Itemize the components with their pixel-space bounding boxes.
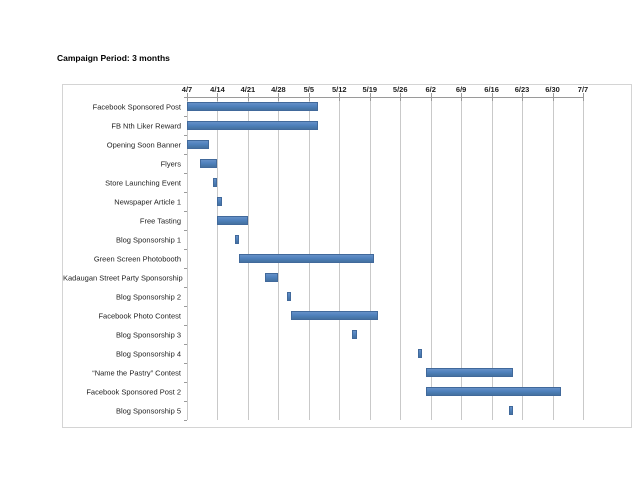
axis-tick <box>217 93 219 101</box>
gridline <box>187 97 188 420</box>
task-bar <box>200 159 218 168</box>
task-bar <box>352 330 357 339</box>
task-label: Opening Soon Banner <box>106 140 181 149</box>
task-label: Free Tasting <box>139 216 181 225</box>
date-tick-label: 5/12 <box>331 85 347 94</box>
row-tick <box>184 192 187 193</box>
axis-tick <box>491 93 493 101</box>
task-label: Store Launching Event <box>105 178 181 187</box>
task-bar <box>426 368 514 377</box>
date-tick-label: 6/23 <box>514 85 530 94</box>
axis-tick <box>430 93 432 101</box>
row-tick <box>184 249 187 250</box>
task-label: “Name the Pastry” Contest <box>92 368 181 377</box>
row-tick <box>184 401 187 402</box>
row-tick <box>184 363 187 364</box>
gridline <box>491 97 493 420</box>
gridline <box>217 97 219 420</box>
row-tick <box>184 344 187 345</box>
gridline <box>400 97 402 420</box>
axis-tick <box>552 93 554 101</box>
task-bar <box>217 216 248 225</box>
task-label: Facebook Sponsored Post <box>92 102 181 111</box>
date-tick-label: 7/7 <box>577 85 589 94</box>
row-tick <box>184 230 187 231</box>
row-tick <box>184 211 187 212</box>
gridline <box>522 97 524 420</box>
task-bar <box>187 102 318 111</box>
task-label: Kadaugan Street Party Sponsorship <box>63 273 183 282</box>
axis-tick <box>339 93 341 101</box>
task-label: Flyers <box>160 159 181 168</box>
task-bar <box>417 349 422 358</box>
row-tick <box>184 325 187 326</box>
date-tick-label: 6/2 <box>425 85 436 94</box>
task-bar <box>187 140 209 149</box>
task-label: Newspaper Article 1 <box>114 197 181 206</box>
date-tick-label: 6/9 <box>455 85 467 94</box>
gridline <box>430 97 432 420</box>
axis-tick <box>400 93 402 101</box>
row-tick <box>184 382 187 383</box>
row-tick <box>184 116 187 117</box>
axis-tick <box>369 93 371 101</box>
row-tick <box>184 154 187 155</box>
date-tick-label: 6/16 <box>484 85 499 94</box>
task-bar <box>509 406 514 415</box>
gridline <box>552 97 554 420</box>
axis-tick <box>583 93 584 101</box>
date-tick-label: 6/30 <box>545 85 560 94</box>
date-tick-label: 4/14 <box>210 85 225 94</box>
row-tick <box>184 306 187 307</box>
date-tick-label: 4/28 <box>271 85 286 94</box>
row-tick <box>184 420 187 421</box>
date-tick-label: 5/26 <box>392 85 408 94</box>
row-tick <box>184 268 187 269</box>
gridline <box>461 97 463 420</box>
task-label: Blog Sponsorship 1 <box>115 235 181 244</box>
row-tick <box>184 287 187 288</box>
axis-tick <box>247 93 249 101</box>
date-axis-line <box>187 97 584 98</box>
task-bar <box>239 254 375 263</box>
task-label: Facebook Sponsored Post 2 <box>86 387 181 396</box>
axis-tick <box>461 93 463 101</box>
row-tick <box>184 173 187 174</box>
axis-tick <box>308 93 310 101</box>
date-tick-label: 4/21 <box>240 85 256 94</box>
task-bar <box>265 273 279 282</box>
date-tick-label: 4/7 <box>181 85 193 94</box>
task-label: Blog Sponsorship 3 <box>115 330 181 339</box>
axis-tick <box>522 93 524 101</box>
task-label: Green Screen Photobooth <box>93 254 181 263</box>
task-bar <box>287 292 292 301</box>
gantt-chart: 4/7 4/14 4/21 4/28 5/5 5/12 5/19 5/26 6/2 6/9 6/16… <box>62 84 632 428</box>
row-tick <box>184 97 187 98</box>
gridline <box>583 97 584 420</box>
task-bar <box>213 178 218 187</box>
task-label: Facebook Photo Contest <box>98 311 181 320</box>
task-bar <box>187 121 318 130</box>
axis-tick <box>278 93 280 101</box>
row-tick <box>184 135 187 136</box>
task-bar <box>234 235 240 244</box>
chart-title: Campaign Period: 3 months <box>57 53 170 63</box>
axis-tick <box>187 93 188 101</box>
date-tick-label: 5/19 <box>362 85 378 94</box>
task-label: Blog Sponsorship 5 <box>115 406 181 415</box>
date-tick-label: 5/5 <box>303 85 315 94</box>
task-bar <box>291 311 379 320</box>
task-label: Blog Sponsorship 2 <box>115 292 181 301</box>
task-label: Blog Sponsorship 4 <box>115 349 181 358</box>
task-bar <box>426 387 562 396</box>
task-label: FB Nth Liker Reward <box>111 121 181 130</box>
task-bar <box>217 197 222 206</box>
